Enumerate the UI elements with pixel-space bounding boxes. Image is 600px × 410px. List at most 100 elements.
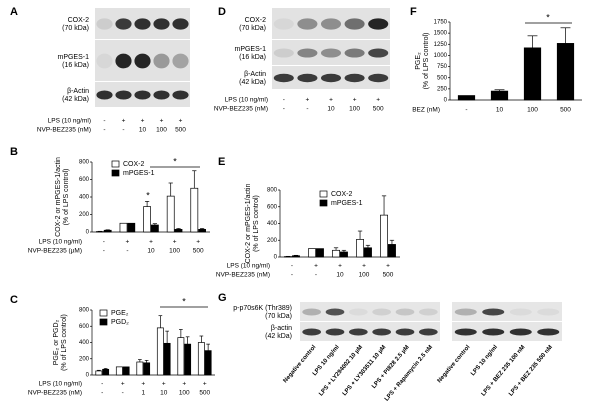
y-axis-label: (% of LPS control) bbox=[253, 195, 260, 252]
error-bar bbox=[199, 228, 205, 230]
bar bbox=[143, 206, 151, 233]
row-value: 100 bbox=[527, 107, 538, 114]
lane-label: LPS 10 ng/ml bbox=[470, 344, 499, 377]
blot-band bbox=[320, 18, 342, 30]
error-bar bbox=[206, 343, 210, 351]
bar bbox=[380, 214, 388, 258]
legend-swatch bbox=[319, 199, 328, 207]
y-axis-label: PGE₂ or PGD₂ bbox=[53, 319, 60, 365]
error-bar bbox=[158, 315, 163, 328]
y-tick-label: 800 bbox=[79, 308, 90, 314]
protein-name: β-Actin bbox=[244, 71, 266, 78]
row-value: + bbox=[126, 239, 130, 246]
row-value: 500 bbox=[193, 248, 204, 255]
blot-band bbox=[302, 308, 321, 316]
row-value: - bbox=[315, 272, 317, 279]
row-label: LPS (10 ng/ml) bbox=[48, 118, 91, 125]
blot-band bbox=[344, 18, 365, 30]
row-value: + bbox=[121, 381, 125, 388]
row-value: + bbox=[141, 381, 145, 388]
y-tick-label: 750 bbox=[437, 64, 448, 70]
row-value: 100 bbox=[359, 272, 370, 279]
blot-band bbox=[153, 90, 170, 100]
blot-band bbox=[96, 90, 113, 100]
blot-band bbox=[172, 90, 189, 100]
lane-label: LPS + LY294002 10 µM bbox=[318, 344, 364, 397]
blot-band bbox=[537, 308, 560, 316]
panel-letter: C bbox=[10, 294, 18, 306]
y-tick-label: 1000 bbox=[434, 53, 448, 59]
row-value: - bbox=[103, 127, 105, 134]
error-bar bbox=[527, 35, 538, 48]
legend-label: mPGES-1 bbox=[331, 200, 363, 207]
blot-band bbox=[115, 90, 132, 100]
y-tick-label: 800 bbox=[267, 188, 278, 194]
protein-name: COX-2 bbox=[245, 17, 267, 24]
bar bbox=[490, 90, 509, 101]
y-tick-label: 400 bbox=[79, 195, 90, 201]
row-label: NVP-BEZ235 (nM) bbox=[214, 106, 268, 113]
blot-band bbox=[134, 90, 151, 100]
blot-strip bbox=[300, 322, 440, 341]
y-tick-label: 0 bbox=[274, 255, 278, 261]
row-value: + bbox=[362, 263, 366, 270]
blot-strip bbox=[300, 302, 440, 321]
blot-band bbox=[349, 328, 368, 336]
blot-band bbox=[115, 53, 132, 69]
bar bbox=[198, 229, 206, 233]
blot-band bbox=[273, 18, 294, 30]
panel-letter: B bbox=[10, 146, 18, 158]
blot-band bbox=[372, 328, 391, 336]
row-value: - bbox=[291, 272, 293, 279]
panel-letter: A bbox=[10, 6, 18, 18]
y-tick-label: 600 bbox=[267, 204, 278, 210]
bar bbox=[204, 350, 212, 376]
blot-band bbox=[395, 308, 415, 316]
row-value: 10 bbox=[336, 272, 344, 279]
row-value: 10 bbox=[160, 390, 168, 397]
annotation: * bbox=[173, 156, 177, 166]
bar bbox=[556, 43, 575, 101]
legend-swatch bbox=[111, 169, 120, 177]
bar bbox=[174, 229, 183, 233]
row-value: 10 bbox=[139, 127, 147, 134]
bar bbox=[102, 368, 110, 376]
blot-band bbox=[325, 308, 345, 316]
y-tick-label: 1250 bbox=[434, 42, 448, 48]
y-axis-label: (% of LPS control) bbox=[61, 314, 68, 371]
error-bar bbox=[560, 27, 571, 44]
error-bar bbox=[185, 336, 190, 345]
row-value: 500 bbox=[175, 127, 186, 134]
row-value: + bbox=[173, 239, 177, 246]
annotation: * bbox=[546, 12, 550, 22]
row-value: + bbox=[203, 381, 207, 388]
protein-name: mPGES-1 bbox=[234, 46, 266, 53]
bar bbox=[523, 47, 542, 101]
blot-band bbox=[134, 53, 151, 69]
row-label: LPS (10 ng/ml) bbox=[227, 263, 270, 270]
bar bbox=[177, 337, 185, 376]
row-value: + bbox=[338, 263, 342, 270]
row-value: + bbox=[329, 97, 333, 104]
blot-band bbox=[153, 53, 170, 69]
panel-letter: E bbox=[218, 156, 225, 168]
y-tick-label: 200 bbox=[267, 238, 278, 244]
bar bbox=[115, 366, 123, 376]
protein-name: β-Actin bbox=[67, 88, 89, 95]
row-value: 10 bbox=[147, 248, 155, 255]
blot-band bbox=[344, 73, 365, 83]
blot-band bbox=[395, 328, 415, 336]
blot-band bbox=[368, 48, 389, 58]
row-value: - bbox=[306, 106, 308, 113]
row-value: 10 bbox=[496, 107, 504, 114]
error-bar bbox=[333, 247, 339, 251]
bar bbox=[340, 251, 348, 258]
error-bar bbox=[192, 170, 197, 189]
protein-name: mPGES-1 bbox=[57, 54, 89, 61]
error-bar bbox=[152, 223, 158, 225]
y-tick-label: 400 bbox=[79, 340, 90, 346]
bar bbox=[156, 327, 164, 376]
row-value: - bbox=[122, 390, 124, 397]
blot-band bbox=[172, 18, 189, 30]
row-value: + bbox=[122, 118, 126, 125]
